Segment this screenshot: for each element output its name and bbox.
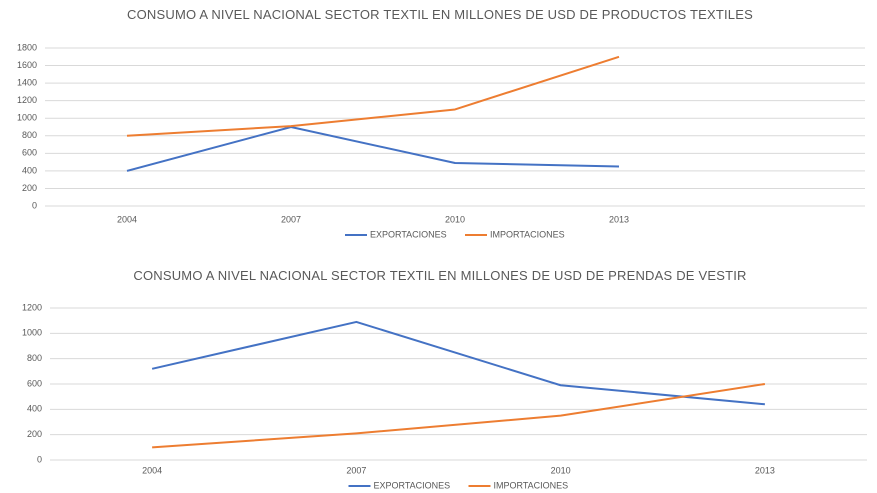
y-tick-label: 800 xyxy=(27,353,42,363)
y-tick-label: 1800 xyxy=(17,42,37,52)
legend-label: IMPORTACIONES xyxy=(490,229,565,239)
y-tick-label: 400 xyxy=(22,165,37,175)
y-tick-label: 1400 xyxy=(17,77,37,87)
y-tick-label: 1000 xyxy=(22,328,42,338)
y-tick-label: 400 xyxy=(27,404,42,414)
legend-label: IMPORTACIONES xyxy=(494,480,569,490)
x-tick-label: 2004 xyxy=(142,465,162,475)
x-tick-label: 2007 xyxy=(281,214,301,224)
x-tick-label: 2010 xyxy=(551,465,571,475)
series-line xyxy=(152,383,766,449)
x-tick-label: 2013 xyxy=(609,214,629,224)
y-tick-label: 0 xyxy=(32,200,37,210)
y-tick-label: 200 xyxy=(22,183,37,193)
y-tick-label: 800 xyxy=(22,130,37,140)
series-line xyxy=(151,320,765,406)
y-tick-label: 0 xyxy=(37,454,42,464)
chart-title: CONSUMO A NIVEL NACIONAL SECTOR TEXTIL E… xyxy=(133,268,747,283)
x-tick-label: 2013 xyxy=(755,465,775,475)
y-tick-label: 600 xyxy=(22,148,37,158)
x-tick-label: 2007 xyxy=(346,465,366,475)
series-line xyxy=(126,126,620,172)
chart-title: CONSUMO A NIVEL NACIONAL SECTOR TEXTIL E… xyxy=(127,7,753,22)
y-tick-label: 1000 xyxy=(17,113,37,123)
y-tick-label: 1200 xyxy=(22,302,42,312)
series-line xyxy=(126,55,620,137)
x-tick-label: 2010 xyxy=(445,214,465,224)
y-tick-label: 600 xyxy=(27,378,42,388)
x-tick-label: 2004 xyxy=(117,214,137,224)
y-tick-label: 200 xyxy=(27,429,42,439)
legend-label: EXPORTACIONES xyxy=(370,229,447,239)
y-tick-label: 1200 xyxy=(17,95,37,105)
legend-label: EXPORTACIONES xyxy=(374,480,451,490)
y-tick-label: 1600 xyxy=(17,60,37,70)
